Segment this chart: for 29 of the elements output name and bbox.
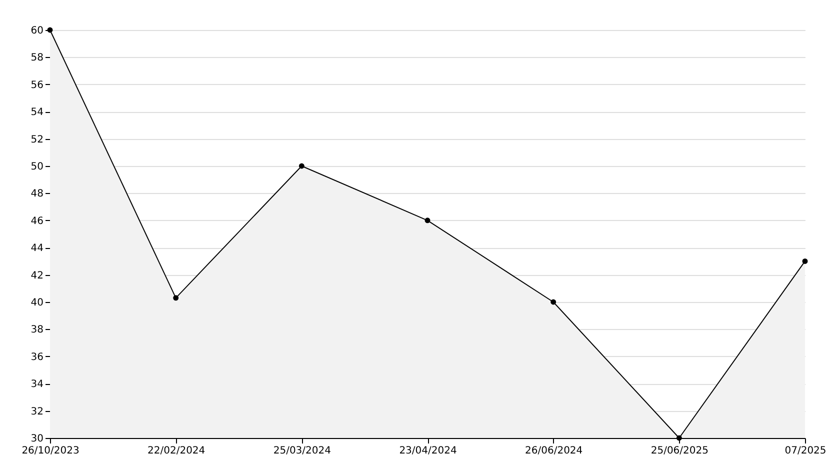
y-tick-label: 52 [30, 134, 44, 146]
x-tick-label: 23/04/2024 [399, 446, 457, 456]
y-tick-label: 60 [30, 26, 44, 36]
x-tick-label: 25/06/2025 [650, 446, 708, 456]
y-tick-label: 34 [30, 379, 44, 390]
point [298, 163, 304, 169]
y-tick-label: 54 [30, 107, 44, 118]
point [424, 218, 430, 224]
y-tick-label: 48 [30, 188, 44, 200]
x-tick-label: 22/02/2024 [148, 446, 206, 456]
y-tick-label: 38 [30, 324, 44, 336]
point [550, 299, 556, 305]
y-tick-label: 58 [30, 52, 44, 64]
x-tick-label: 25/03/2024 [273, 446, 331, 456]
y-tick-label: 50 [30, 162, 44, 172]
y-tick-label: 32 [30, 406, 44, 418]
y-tick-label: 36 [30, 352, 44, 363]
point [676, 435, 682, 441]
y-tick-label: 46 [30, 216, 44, 227]
y-tick-label: 56 [30, 80, 44, 91]
y-tick-label: 42 [30, 270, 44, 282]
x-tick-label: 26/06/2024 [525, 446, 583, 456]
x-tick-label: 26/10/2023 [22, 446, 80, 456]
y-tick-label: 40 [30, 298, 44, 308]
y-tick-label: 30 [30, 434, 44, 444]
point [802, 258, 808, 264]
x-tick-label: 07/2025 [784, 446, 826, 456]
y-tick-label: 44 [30, 243, 44, 254]
point [173, 295, 179, 301]
